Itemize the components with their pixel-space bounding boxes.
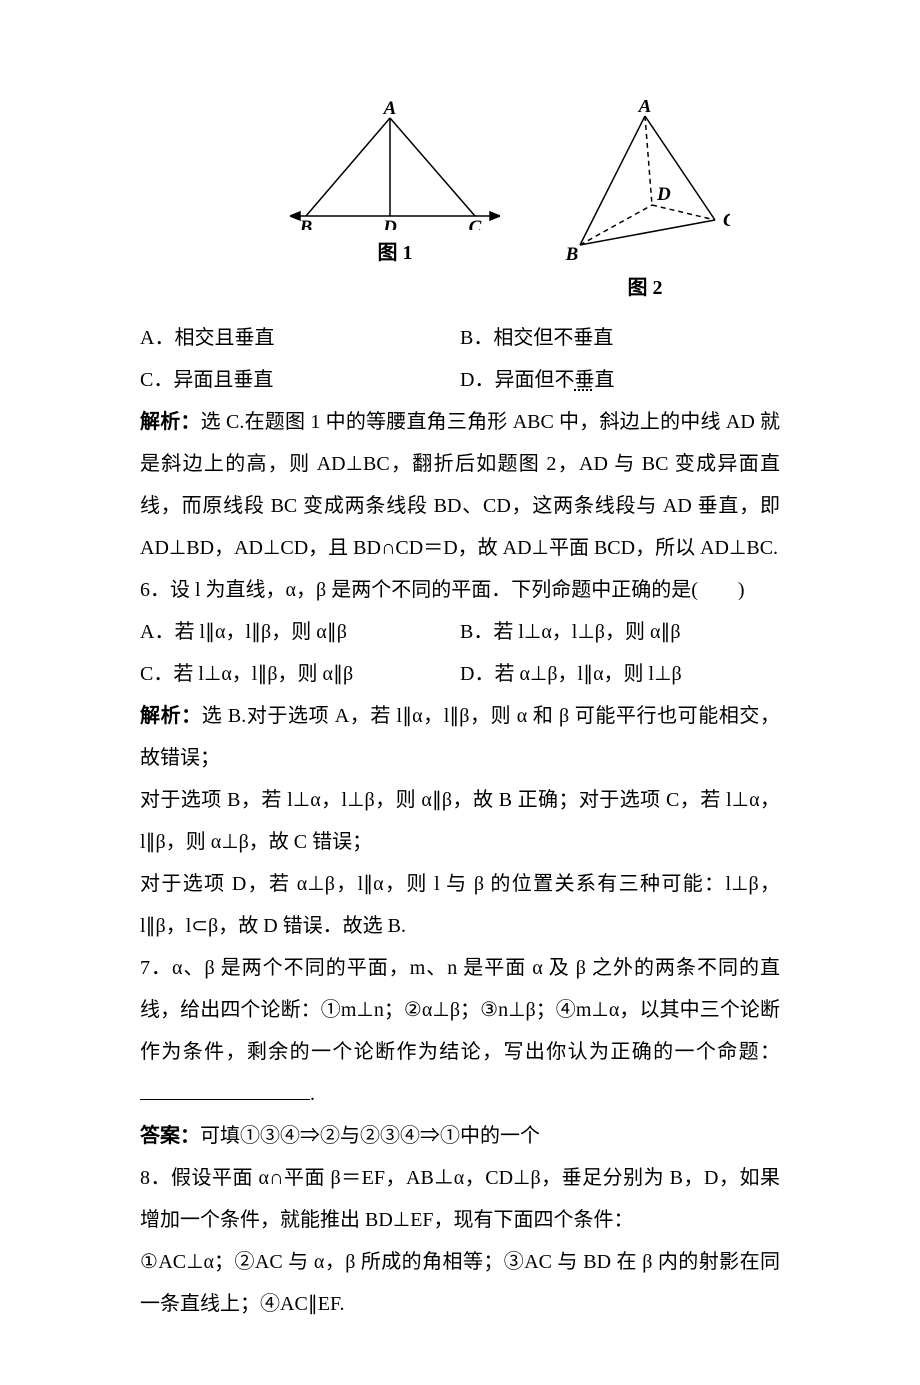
figure-2-caption: 图 2 [628, 267, 663, 309]
q6-option-d: D．若 α⊥β，l∥α，则 l⊥β [460, 653, 780, 695]
q5-option-a: A．相交且垂直 [140, 317, 460, 359]
q5-analysis-label: 解析： [140, 411, 201, 433]
q5-option-c: C．异面且垂直 [140, 359, 460, 401]
svg-text:A: A [638, 100, 652, 117]
q6-analysis-p1-text: 选 B.对于选项 A，若 l∥α，l∥β，则 α 和 β 可能平行也可能相交，故… [140, 705, 780, 769]
svg-text:C: C [723, 210, 730, 231]
q5-analysis: 解析：选 C.在题图 1 中的等腰直角三角形 ABC 中，斜边上的中线 AD 就… [140, 401, 780, 569]
svg-text:C: C [469, 217, 482, 230]
svg-text:B: B [299, 217, 313, 230]
q5-option-d-prefix: D．异面但不 [460, 369, 574, 391]
q6-options: A．若 l∥α，l∥β，则 α∥β B．若 l⊥α，l⊥β，则 α∥β C．若 … [140, 611, 780, 695]
figure-1-svg: A B D C [290, 100, 500, 230]
svg-text:A: A [383, 100, 397, 119]
q7-answer-text: 可填①③④⇒②与②③④⇒①中的一个 [200, 1125, 540, 1147]
svg-text:D: D [382, 217, 397, 230]
q7-stem: 7．α、β 是两个不同的平面，m、n 是平面 α 及 β 之外的两条不同的直线，… [140, 947, 780, 1115]
svg-text:D: D [656, 184, 671, 205]
q5-option-d-suffix: 直 [594, 369, 614, 391]
q8-stem: 8．假设平面 α∩平面 β＝EF，AB⊥α，CD⊥β，垂足分别为 B，D，如果增… [140, 1157, 780, 1241]
q8-cond: ①AC⊥α；②AC 与 α，β 所成的角相等；③AC 与 BD 在 β 内的射影… [140, 1241, 780, 1325]
q7-blank [140, 1080, 310, 1100]
svg-text:B: B [565, 244, 579, 265]
figure-1: A B D C 图 1 [290, 100, 500, 309]
figure-2: A B C D 图 2 [560, 100, 730, 309]
q7-answer: 答案：可填①③④⇒②与②③④⇒①中的一个 [140, 1115, 780, 1157]
q5-options: A．相交且垂直 B．相交但不垂直 C．异面且垂直 D．异面但不垂直 [140, 317, 780, 401]
figure-row: A B D C 图 1 A B C D 图 2 [240, 100, 780, 309]
q6-option-a: A．若 l∥α，l∥β，则 α∥β [140, 611, 460, 653]
q5-option-b: B．相交但不垂直 [460, 317, 780, 359]
q5-option-d: D．异面但不垂直 [460, 359, 780, 401]
q7-stem-text: 7．α、β 是两个不同的平面，m、n 是平面 α 及 β 之外的两条不同的直线，… [140, 957, 780, 1063]
q6-stem: 6．设 l 为直线，α，β 是两个不同的平面．下列命题中正确的是( ) [140, 569, 780, 611]
q6-analysis-label: 解析： [140, 705, 202, 727]
figure-2-svg: A B C D [560, 100, 730, 265]
q6-analysis-p2: 对于选项 B，若 l⊥α，l⊥β，则 α∥β，故 B 正确；对于选项 C，若 l… [140, 779, 780, 863]
q5-option-d-under: 垂 [574, 369, 594, 391]
q6-analysis-p3: 对于选项 D，若 α⊥β，l∥α，则 l 与 β 的位置关系有三种可能：l⊥β，… [140, 863, 780, 947]
figure-1-caption: 图 1 [378, 232, 413, 274]
q6-option-c: C．若 l⊥α，l∥β，则 α∥β [140, 653, 460, 695]
q6-analysis-p1: 解析：选 B.对于选项 A，若 l∥α，l∥β，则 α 和 β 可能平行也可能相… [140, 695, 780, 779]
q5-analysis-text: 选 C.在题图 1 中的等腰直角三角形 ABC 中，斜边上的中线 AD 就是斜边… [140, 411, 780, 559]
q6-option-b: B．若 l⊥α，l⊥β，则 α∥β [460, 611, 780, 653]
q7-answer-label: 答案： [140, 1125, 200, 1147]
